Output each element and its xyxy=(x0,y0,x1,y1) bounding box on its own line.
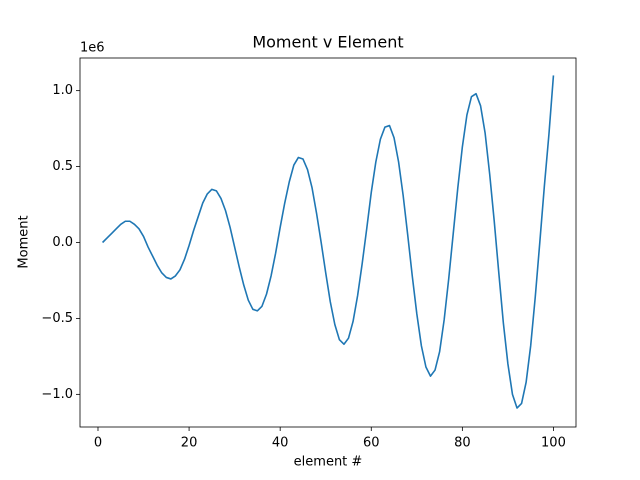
x-axis-label: element # xyxy=(294,455,363,470)
axes-frame xyxy=(79,57,577,428)
data-line xyxy=(101,75,555,409)
x-tick-label: 60 xyxy=(363,436,380,451)
x-tick-label: 20 xyxy=(181,436,198,451)
y-axis-label: Moment xyxy=(17,215,32,268)
y-tick-label: 0.5 xyxy=(52,159,73,174)
y-tick-label: 1.0 xyxy=(52,83,73,98)
y-tick-label: −1.0 xyxy=(41,387,73,402)
x-tick-label: 100 xyxy=(541,436,566,451)
x-tick-label: 40 xyxy=(272,436,289,451)
x-tick-label: 80 xyxy=(454,436,471,451)
chart-title: Moment v Element xyxy=(252,33,403,52)
x-tick-label: 0 xyxy=(94,436,102,451)
y-offset-label: 1e6 xyxy=(80,41,105,56)
y-tick-label: −0.5 xyxy=(41,311,73,326)
y-tick-label: 0.0 xyxy=(52,235,73,250)
